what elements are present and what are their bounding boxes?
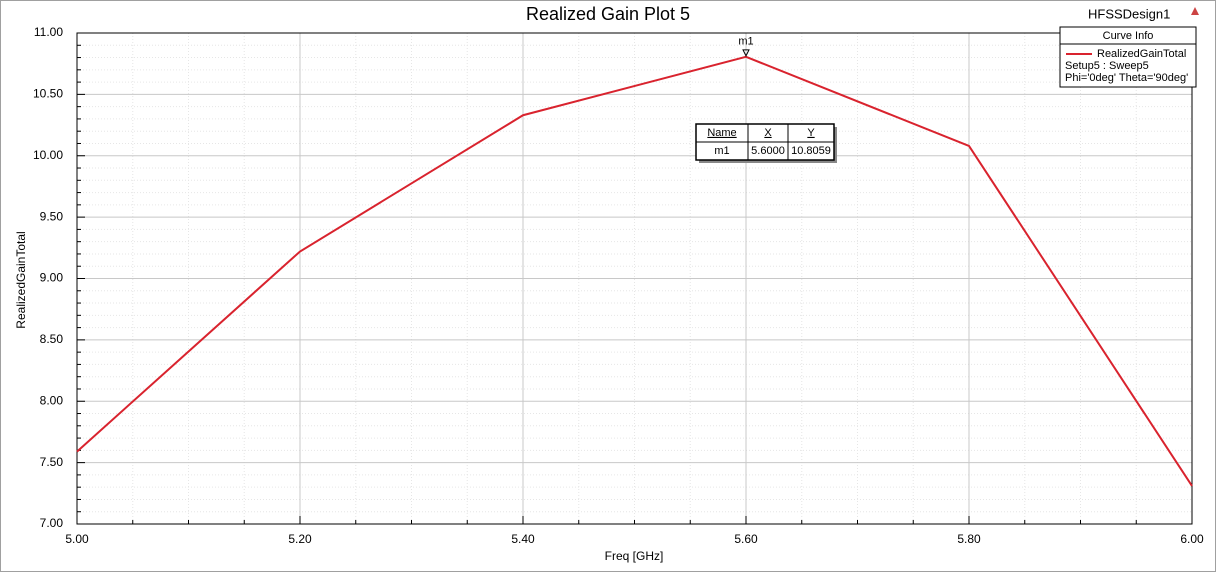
marker-triangle	[742, 49, 750, 57]
y-tick-label: 7.00	[40, 516, 64, 530]
marker-label: m1	[738, 36, 753, 48]
legend-note: Phi='0deg' Theta='90deg'	[1065, 72, 1188, 84]
y-tick-label: 9.50	[40, 209, 64, 223]
x-tick-label: 5.80	[957, 532, 981, 546]
y-tick-label: 9.00	[40, 271, 64, 285]
logo-icon	[1191, 7, 1199, 15]
legend-box	[1059, 26, 1197, 88]
y-axis-label: RealizedGainTotal	[14, 231, 28, 328]
y-tick-label: 11.00	[34, 25, 63, 39]
legend-title: Curve Info	[1103, 30, 1154, 42]
x-tick-label: 5.20	[288, 532, 312, 546]
table-header: X	[764, 127, 772, 139]
design-name: HFSSDesign1	[1088, 6, 1170, 21]
table-header: Name	[707, 127, 736, 139]
legend-note: Setup5 : Sweep5	[1065, 60, 1149, 72]
y-tick-label: 10.00	[33, 148, 63, 162]
legend-entry: RealizedGainTotal	[1097, 48, 1186, 60]
table-header: Y	[807, 127, 815, 139]
chart-title: Realized Gain Plot 5	[526, 4, 690, 24]
table-cell: 10.8059	[791, 145, 831, 157]
y-tick-label: 7.50	[40, 455, 64, 469]
y-tick-label: 8.00	[40, 393, 64, 407]
table-cell: 5.6000	[751, 145, 785, 157]
y-tick-label: 8.50	[40, 332, 64, 346]
x-axis-label: Freq [GHz]	[605, 549, 664, 563]
table-cell: m1	[714, 145, 729, 157]
x-tick-label: 5.00	[65, 532, 89, 546]
x-tick-label: 5.60	[734, 532, 758, 546]
series-line	[76, 55, 1193, 487]
y-tick-label: 10.50	[33, 87, 63, 101]
plot-border	[76, 32, 1193, 525]
x-tick-label: 5.40	[511, 532, 535, 546]
x-tick-label: 6.00	[1180, 532, 1204, 546]
